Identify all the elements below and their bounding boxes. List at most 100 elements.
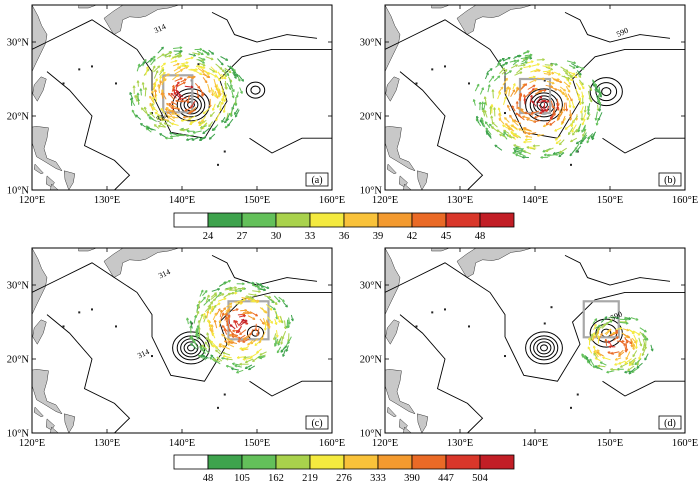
- wind-vector-head: [559, 150, 562, 154]
- wind-vector-head: [269, 307, 273, 311]
- colorbar-label: 504: [472, 473, 489, 481]
- land-shape: [50, 183, 59, 190]
- wind-vector: [212, 89, 217, 98]
- wind-vector: [192, 52, 201, 55]
- wind-vector: [236, 91, 239, 98]
- wind-vector-head: [161, 68, 165, 72]
- wind-vector-head: [592, 335, 596, 339]
- wind-vector: [274, 318, 278, 325]
- wind-vector-head: [216, 356, 220, 360]
- wind-vector: [518, 152, 527, 157]
- land-shape: [408, 189, 434, 190]
- island-dot: [431, 311, 434, 314]
- wind-vector-head: [129, 92, 133, 95]
- wind-vector: [238, 318, 245, 326]
- wind-vector-head: [252, 317, 256, 320]
- wind-vector-head: [214, 312, 217, 316]
- wind-vector: [523, 127, 531, 132]
- wind-vector: [281, 331, 287, 340]
- wind-vector: [236, 287, 245, 290]
- wind-vector: [583, 124, 586, 132]
- wind-vector: [232, 363, 241, 366]
- wind-vector-head: [160, 89, 164, 92]
- wind-vector-head: [163, 78, 167, 82]
- wind-vector: [196, 50, 204, 56]
- wind-vector: [224, 69, 230, 77]
- wind-vector-head: [594, 318, 598, 322]
- wind-vector: [524, 54, 533, 57]
- wind-vector: [212, 103, 216, 111]
- wind-vector: [149, 102, 154, 111]
- land-shape: [403, 183, 412, 190]
- wind-vector-head: [581, 137, 585, 140]
- wind-vector: [247, 282, 255, 284]
- wind-vector-head: [599, 94, 602, 98]
- wind-vector-head: [572, 66, 576, 69]
- wind-vector-head: [183, 81, 186, 85]
- panel-label-box: [658, 415, 682, 430]
- wind-vector-head: [511, 119, 515, 123]
- wind-vector-head: [490, 115, 494, 119]
- wind-vector: [167, 115, 176, 122]
- land-shape: [78, 5, 98, 9]
- wind-vector: [599, 103, 602, 112]
- wind-vector-head: [172, 116, 175, 120]
- wind-vector: [145, 127, 152, 133]
- land-shape: [385, 126, 416, 172]
- wind-vector: [153, 65, 161, 73]
- wind-vector-head: [221, 69, 225, 73]
- colorbar-swatch: [309, 454, 345, 470]
- colorbar-label: 48: [203, 473, 214, 481]
- wind-vector-head: [203, 315, 207, 319]
- wind-vector: [174, 69, 183, 75]
- contour-line: [564, 11, 671, 43]
- wind-vector-head: [244, 320, 247, 323]
- island-dot: [415, 325, 418, 328]
- wind-vector: [129, 92, 134, 100]
- wind-vector: [521, 58, 529, 63]
- land-shape: [387, 406, 397, 417]
- wind-vector-head: [222, 110, 226, 113]
- wind-vector-head: [266, 286, 270, 290]
- wind-vector-head: [193, 53, 196, 57]
- wind-vector-head: [148, 117, 152, 120]
- wind-vector: [210, 72, 218, 78]
- colorbar-swatch: [207, 212, 243, 228]
- island-dot: [543, 79, 546, 82]
- wind-vector: [565, 92, 569, 101]
- colorbar-swatch: [445, 454, 481, 470]
- wind-vector: [226, 338, 234, 342]
- wind-vector-head: [166, 102, 170, 106]
- wind-vector-head: [578, 75, 582, 78]
- wind-vector: [522, 150, 531, 155]
- wind-vector-head: [515, 64, 518, 68]
- wind-vector-head: [600, 332, 603, 336]
- wind-vector-head: [193, 75, 196, 79]
- wind-vector: [188, 53, 196, 57]
- wind-vector: [202, 73, 211, 78]
- wind-vector: [486, 68, 493, 73]
- wind-vector-head: [243, 287, 246, 291]
- wind-vector: [190, 100, 196, 108]
- wind-vector: [177, 64, 185, 68]
- land-shape: [387, 163, 397, 174]
- wind-vector-head: [597, 335, 600, 338]
- wind-vector-head: [615, 330, 619, 333]
- wind-vector: [242, 357, 252, 360]
- wind-vector: [217, 297, 227, 302]
- wind-vector-head: [536, 133, 540, 137]
- wind-vector: [628, 357, 637, 364]
- wind-vector-head: [543, 99, 547, 103]
- y-tick-label: 30°N: [7, 38, 30, 49]
- wind-vector-head: [583, 110, 587, 113]
- wind-vector-head: [270, 320, 274, 324]
- wind-vector-head: [548, 69, 552, 73]
- colorbar-swatch: [377, 454, 413, 470]
- wind-vector: [287, 319, 290, 328]
- contour-ring: [176, 92, 206, 118]
- x-tick-label: 150°E: [597, 195, 623, 206]
- wind-vector-head: [518, 128, 522, 131]
